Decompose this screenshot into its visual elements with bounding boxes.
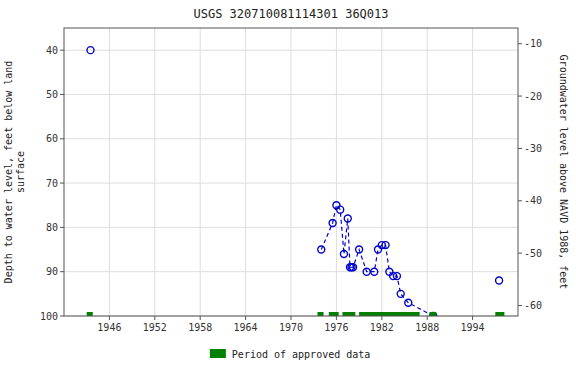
chart: 1946 1952 1958 1964 1970 1976 1982 1988 1994 40 50… xyxy=(0,0,576,384)
x-tick xyxy=(109,316,110,320)
y-grid-line xyxy=(64,94,518,95)
y2-tick-label: -60 xyxy=(524,300,542,311)
data-point xyxy=(375,246,382,253)
x-tick-label: 1946 xyxy=(97,322,121,333)
data-point xyxy=(393,273,400,280)
y-tick xyxy=(60,271,64,272)
x-tick xyxy=(381,316,382,320)
x-tick-label: 1994 xyxy=(461,322,485,333)
y2-axis-label: Groundwater level above NAVD 1988, feet xyxy=(558,55,569,290)
x-grid-line xyxy=(472,28,473,316)
y2-tick-label: -40 xyxy=(524,195,542,206)
data-point xyxy=(496,277,503,284)
title: USGS 320710081114301 36Q013 xyxy=(193,7,388,21)
data-point xyxy=(397,290,404,297)
plot-marks xyxy=(87,47,505,316)
x-tick xyxy=(336,316,337,320)
approved-period-bar xyxy=(342,312,355,316)
x-grid-line xyxy=(154,28,155,316)
x-grid-line xyxy=(427,28,428,316)
y2-tick-label: -50 xyxy=(524,248,542,259)
data-point xyxy=(430,313,437,317)
approved-period-bar xyxy=(317,312,323,316)
approved-period-bar xyxy=(359,312,420,316)
data-point xyxy=(318,246,325,253)
x-grid-line xyxy=(291,28,292,316)
y-grid-line xyxy=(64,271,518,272)
y2-tick xyxy=(518,148,522,149)
y2-tick xyxy=(518,253,522,254)
approved-period-bar xyxy=(495,312,504,316)
y-tick xyxy=(60,94,64,95)
data-point xyxy=(350,264,357,271)
x-grid-line xyxy=(336,28,337,316)
y-grid-line xyxy=(64,227,518,228)
y2-tick-label: -20 xyxy=(524,91,542,102)
grid xyxy=(64,28,518,316)
x-tick-label: 1976 xyxy=(324,322,348,333)
y-grid-line xyxy=(64,50,518,51)
x-tick-label: 1952 xyxy=(143,322,167,333)
y-tick-label: 80 xyxy=(46,222,58,233)
approved-period-bar xyxy=(429,312,436,316)
y2-tick xyxy=(518,43,522,44)
data-point xyxy=(333,202,340,209)
data-point xyxy=(363,268,370,275)
x-tick xyxy=(291,316,292,320)
y-tick xyxy=(60,138,64,139)
x-tick-label: 1958 xyxy=(188,322,212,333)
x-tick xyxy=(200,316,201,320)
data-point xyxy=(329,219,336,226)
y2-tick xyxy=(518,96,522,97)
y-tick-label: 40 xyxy=(46,45,58,56)
x-tick-label: 1988 xyxy=(415,322,439,333)
y2-tick xyxy=(518,200,522,201)
y2-tick xyxy=(518,305,522,306)
data-point xyxy=(356,246,363,253)
approved-period-bar xyxy=(87,312,93,316)
y-axis-label: Depth to water level, feet below landsur… xyxy=(3,61,26,284)
legend-swatch xyxy=(210,349,226,358)
y2-tick-label: -10 xyxy=(524,38,542,49)
data-point xyxy=(371,268,378,275)
data-point xyxy=(344,215,351,222)
y2-tick-label: -30 xyxy=(524,143,542,154)
y-tick xyxy=(60,50,64,51)
x-tick xyxy=(245,316,246,320)
connecting-line xyxy=(321,205,433,316)
y-tick xyxy=(60,183,64,184)
x-tick xyxy=(427,316,428,320)
x-tick-label: 1970 xyxy=(279,322,303,333)
x-grid-line xyxy=(200,28,201,316)
data-point xyxy=(386,268,393,275)
data-point xyxy=(382,242,389,249)
x-tick xyxy=(472,316,473,320)
legend: Period of approved data xyxy=(210,349,370,360)
data-point xyxy=(340,250,347,257)
x-grid-line xyxy=(381,28,382,316)
y-grid-line xyxy=(64,183,518,184)
y-tick-label: 90 xyxy=(46,266,58,277)
y-tick-label: 70 xyxy=(46,178,58,189)
data-point xyxy=(405,299,412,306)
y-tick-label: 100 xyxy=(40,311,58,322)
axes: 1946 1952 1958 1964 1970 1976 1982 1988 1994 40 50… xyxy=(40,38,542,333)
data-point xyxy=(337,206,344,213)
y-tick xyxy=(60,227,64,228)
x-tick xyxy=(154,316,155,320)
x-tick-label: 1964 xyxy=(234,322,258,333)
x-tick-label: 1982 xyxy=(370,322,394,333)
x-grid-line xyxy=(109,28,110,316)
y-tick-label: 60 xyxy=(46,133,58,144)
data-point xyxy=(87,47,94,54)
y-grid-line xyxy=(64,138,518,139)
y-tick xyxy=(60,316,64,317)
x-grid-line xyxy=(245,28,246,316)
plot-frame xyxy=(64,28,518,316)
legend-label: Period of approved data xyxy=(232,349,370,360)
approved-period-bar xyxy=(329,312,339,316)
y-tick-label: 50 xyxy=(46,89,58,100)
